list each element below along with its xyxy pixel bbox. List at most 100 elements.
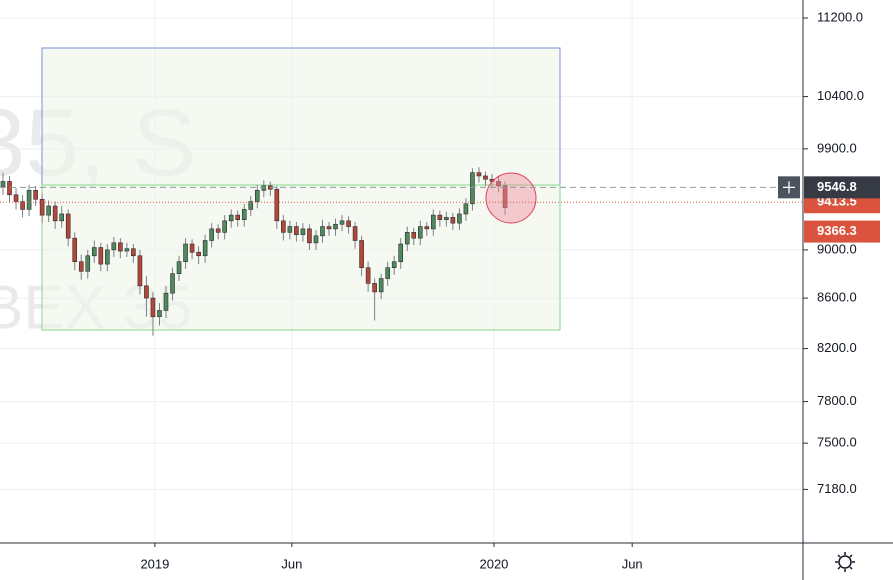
candle-body xyxy=(228,214,234,222)
candle-body xyxy=(144,285,149,299)
candle-body xyxy=(91,247,97,257)
candle-body xyxy=(26,190,32,210)
candle-body xyxy=(320,226,325,237)
candle-body xyxy=(261,185,267,191)
candle-body xyxy=(46,205,51,216)
candle-body xyxy=(235,214,241,220)
candle-body xyxy=(72,237,78,263)
y-tick-label: 10400.0 xyxy=(817,88,864,103)
candle-body xyxy=(391,261,397,268)
candle-body xyxy=(85,255,91,272)
candle-body xyxy=(13,194,19,202)
y-tick-label: 9000.0 xyxy=(817,241,857,256)
candle-body xyxy=(202,240,208,257)
candle-body xyxy=(20,201,25,210)
candle-body xyxy=(424,226,430,230)
candle-body xyxy=(33,190,38,200)
candle-body xyxy=(444,217,449,220)
settings-button[interactable] xyxy=(835,552,855,572)
candle-body xyxy=(111,242,117,251)
candle-body xyxy=(0,181,6,188)
candles xyxy=(0,167,508,336)
crosshair-label: 9546.8 xyxy=(817,179,857,194)
candle-body xyxy=(131,248,136,257)
candle-body xyxy=(294,226,299,235)
candle-body xyxy=(307,228,312,244)
candle-body xyxy=(105,249,110,265)
candle-body xyxy=(359,240,364,268)
candle-body xyxy=(431,214,436,230)
y-tick-label: 8200.0 xyxy=(817,340,857,355)
candle-body xyxy=(417,226,423,239)
candle-body xyxy=(483,175,488,180)
candle-body xyxy=(404,232,410,245)
candle-body xyxy=(502,185,508,208)
candle-body xyxy=(7,181,12,196)
price-label-bg xyxy=(804,220,880,243)
crosshair-label-bg xyxy=(804,176,880,199)
range-box-upper xyxy=(41,47,561,186)
x-tick-label: 2020 xyxy=(479,556,508,571)
candle-body xyxy=(352,226,358,241)
candle-body xyxy=(163,292,169,311)
candle-body xyxy=(248,201,254,210)
candle-body xyxy=(346,220,351,227)
candle-body xyxy=(183,243,188,263)
candle-body xyxy=(137,255,143,287)
y-tick-label: 8600.0 xyxy=(817,290,857,305)
y-tick-label: 9900.0 xyxy=(817,140,857,155)
candle-body xyxy=(450,217,456,224)
candle-body xyxy=(78,261,84,272)
candle-body xyxy=(98,247,104,265)
candle-body xyxy=(496,181,501,187)
candle-body xyxy=(52,205,58,222)
drawings xyxy=(41,47,561,331)
candle-body xyxy=(254,190,260,202)
crosshair-plus xyxy=(783,181,795,194)
candle-body xyxy=(65,213,71,239)
candle-body xyxy=(150,297,156,318)
candle-body xyxy=(215,228,221,233)
candle-body xyxy=(378,278,384,293)
y-tick-label: 7500.0 xyxy=(817,435,857,450)
gear-icon[interactable] xyxy=(838,555,852,569)
x-tick-label: Jun xyxy=(281,556,302,571)
candle-body xyxy=(385,267,390,279)
candle-body xyxy=(470,172,475,205)
candle-body xyxy=(209,228,214,241)
candle-body xyxy=(222,220,227,233)
candle-body xyxy=(176,261,182,274)
candle-body xyxy=(287,226,293,233)
candle-body xyxy=(476,172,482,177)
price-label: 9366.3 xyxy=(817,223,857,238)
x-tick-label: Jun xyxy=(622,556,643,571)
y-tick-label: 11200.0 xyxy=(817,9,863,24)
candle-body xyxy=(398,243,404,263)
candle-body xyxy=(313,235,319,244)
x-tick-label: 2019 xyxy=(140,556,169,571)
gear-teeth[interactable] xyxy=(835,552,855,572)
candle-body xyxy=(39,198,45,216)
candle-body xyxy=(411,232,417,239)
y-tick-label: 7800.0 xyxy=(817,393,857,408)
candle-body xyxy=(274,188,280,222)
candle-body xyxy=(372,283,377,293)
candle-body xyxy=(118,242,123,252)
candle-body xyxy=(437,214,443,220)
highlight-circle xyxy=(485,172,537,224)
candle-body xyxy=(300,228,306,235)
y-tick-label: 7180.0 xyxy=(817,481,857,496)
candle-body xyxy=(189,243,195,253)
candle-body xyxy=(463,203,469,215)
candle-body xyxy=(457,213,462,224)
candle-body xyxy=(170,273,175,294)
candle-body xyxy=(281,220,286,233)
candle-body xyxy=(241,209,247,220)
overlay xyxy=(0,176,803,203)
candle-body xyxy=(196,251,201,257)
candle-body xyxy=(326,226,332,230)
candle-body xyxy=(333,223,338,230)
candle-body xyxy=(157,310,162,318)
candle-body xyxy=(365,267,371,284)
